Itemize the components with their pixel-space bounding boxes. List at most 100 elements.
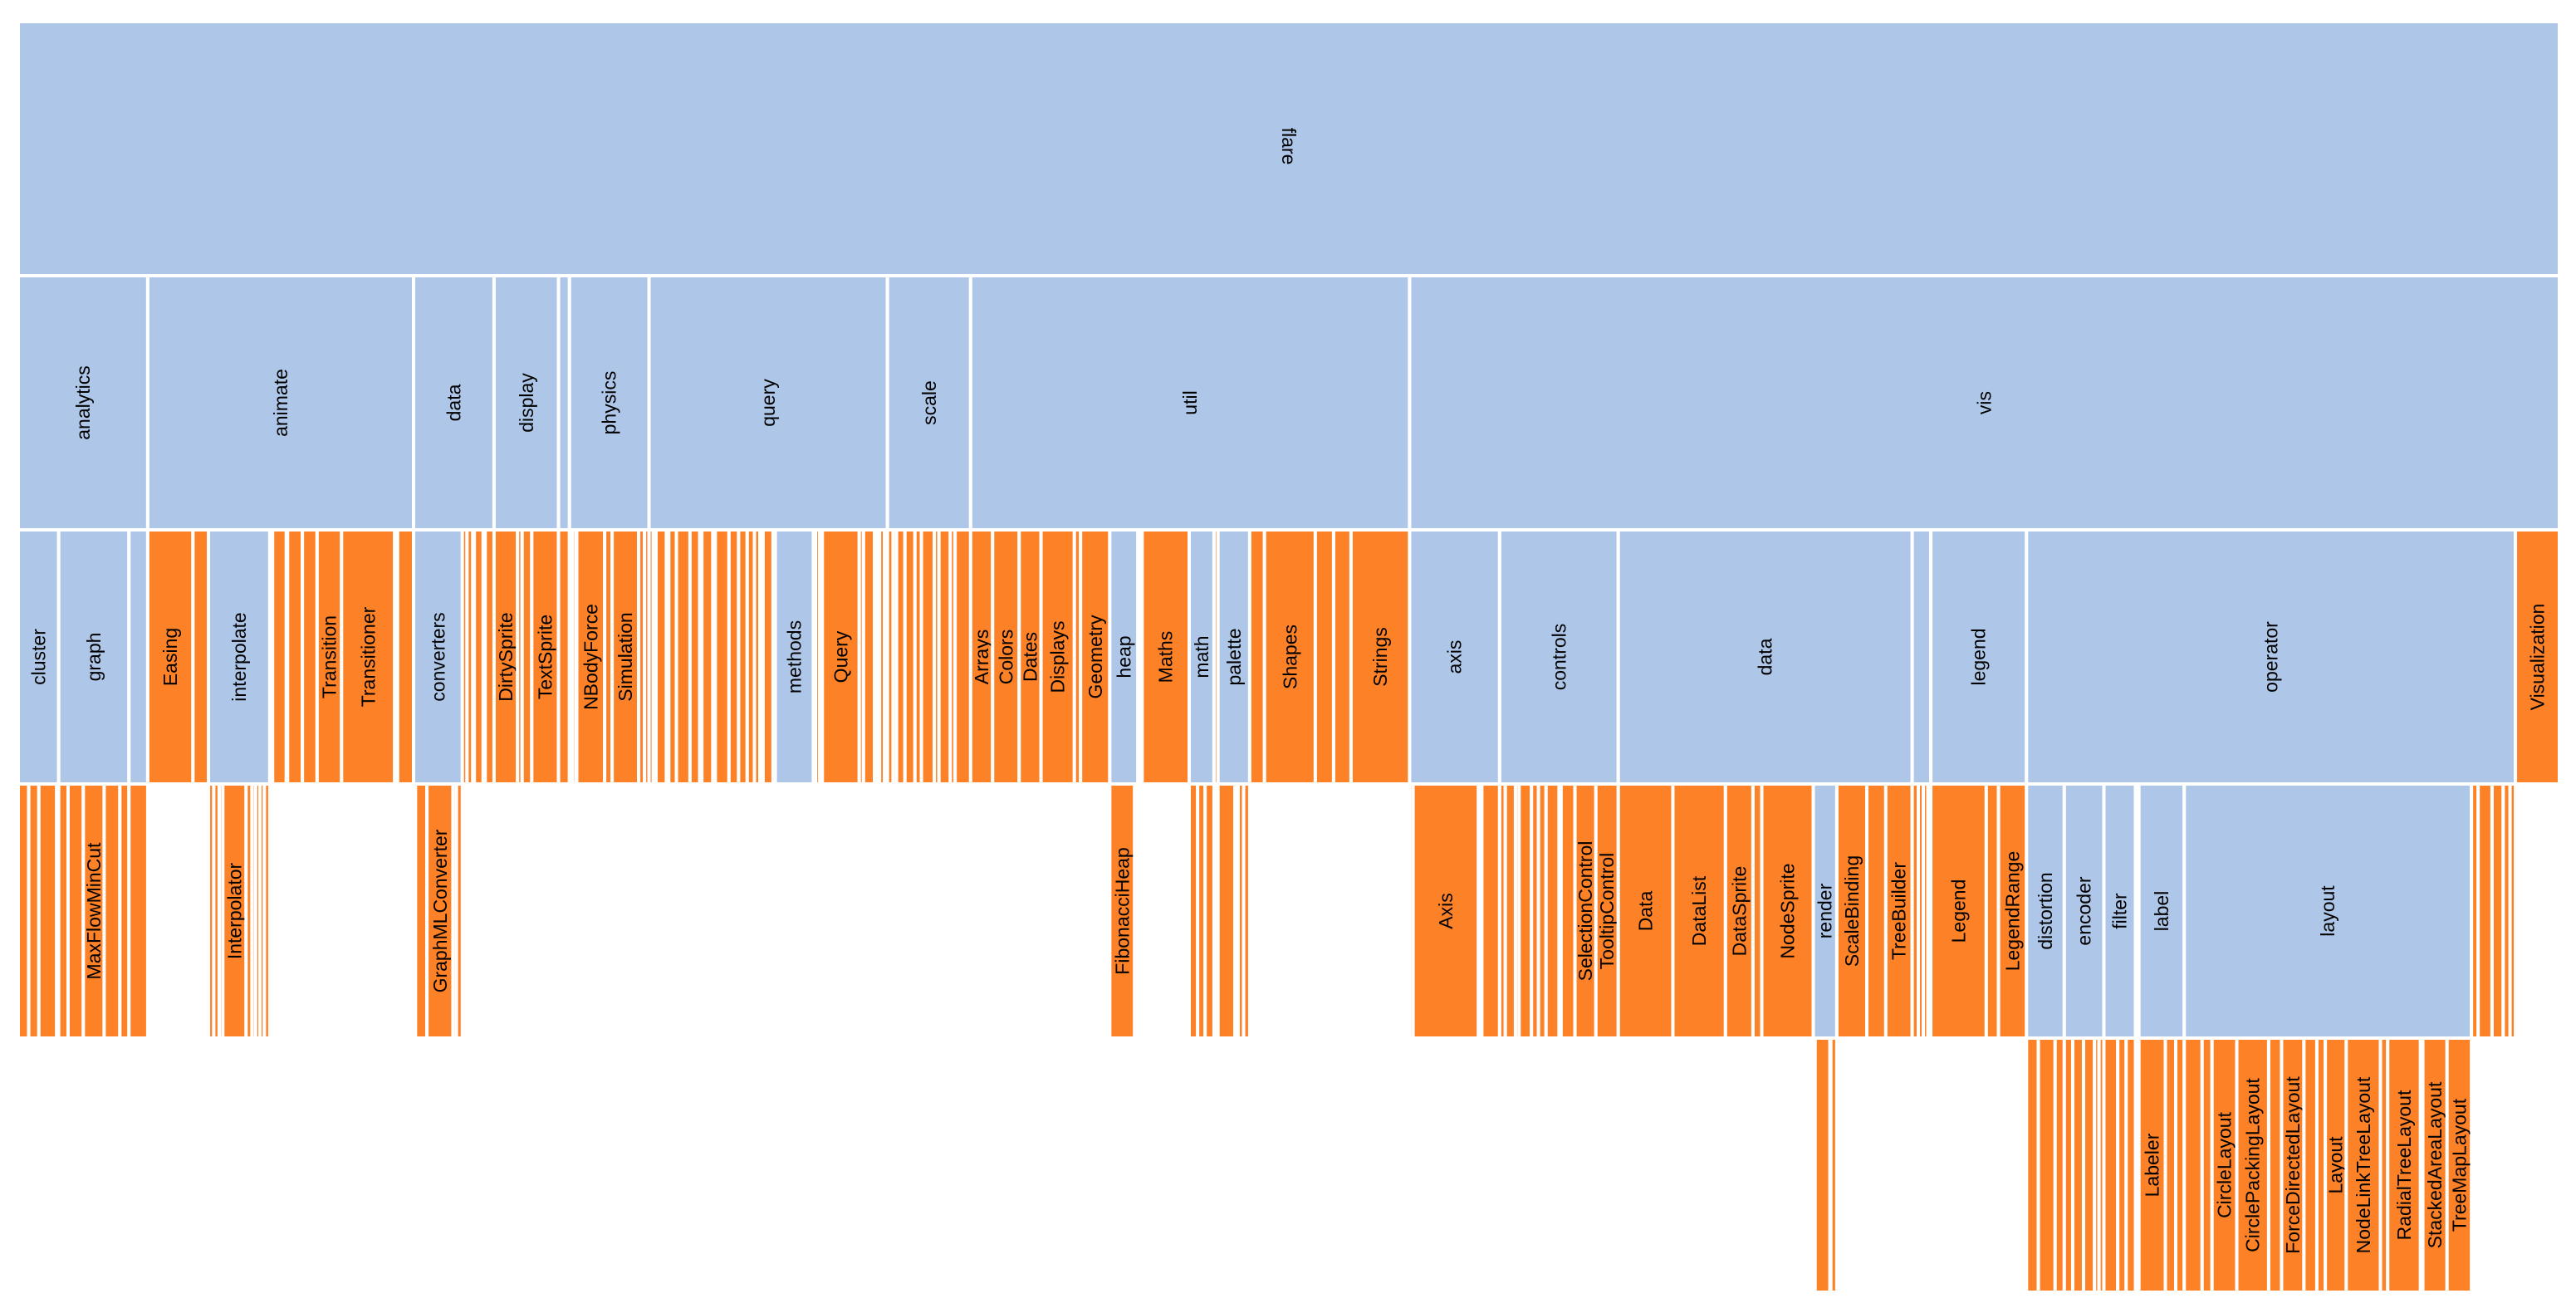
node-hovercontrol[interactable] (1544, 782, 1561, 1040)
node-tween[interactable] (395, 528, 416, 786)
node-sortoperator[interactable] (2508, 782, 2518, 1040)
node-circlepackinglayout[interactable] (2235, 1036, 2270, 1294)
node-label-shapes: Shapes (1279, 625, 1300, 689)
node-optimization[interactable] (127, 528, 149, 786)
node-stats[interactable] (1331, 528, 1353, 786)
node-fibonacciheap[interactable] (1108, 782, 1137, 1040)
node-parallel[interactable] (271, 528, 288, 786)
node-data[interactable] (412, 274, 496, 532)
node-layout[interactable] (2182, 782, 2474, 1040)
node-axislayout[interactable] (2182, 1036, 2204, 1294)
node-axis[interactable] (1411, 782, 1481, 1040)
node-label-graph: graph (83, 633, 105, 682)
node-label-geometry: Geometry (1085, 615, 1106, 698)
node-label-nodelinktreelayout: NodeLinkTreeLayout (2353, 1076, 2374, 1253)
node-linkdistance[interactable] (66, 782, 86, 1040)
node-tooltipcontrol[interactable] (1594, 782, 1620, 1040)
node-physics[interactable] (567, 274, 651, 532)
node-aspectratiobanker[interactable] (127, 782, 149, 1040)
node-icicletreelayout[interactable] (2302, 1036, 2319, 1294)
node-label-textsprite: TextSprite (534, 615, 556, 699)
node-hierarchicalcluster[interactable] (37, 782, 59, 1040)
node-delimitedtextconverter[interactable] (414, 782, 429, 1040)
node-heapnode[interactable] (1133, 782, 1140, 1040)
node-sort[interactable] (1313, 528, 1335, 786)
node-data[interactable] (1616, 782, 1675, 1040)
node-circlelayout[interactable] (2210, 1036, 2239, 1294)
node-comparison[interactable] (674, 528, 692, 786)
node-forcedirectedlayout[interactable] (2280, 1036, 2306, 1294)
node-heap[interactable] (1108, 528, 1140, 786)
node-graphmlconverter[interactable] (425, 782, 455, 1040)
node-transition[interactable] (315, 528, 344, 786)
node-interpolator[interactable] (221, 782, 248, 1040)
node-label-layout: Layout (2325, 1136, 2347, 1194)
node-colors[interactable] (991, 528, 1021, 786)
node-timescale[interactable] (953, 528, 972, 786)
node-visualization[interactable] (2514, 528, 2561, 786)
node-analytics[interactable] (17, 274, 149, 532)
node-fisheyetreefilter[interactable] (2102, 1036, 2120, 1294)
node-label-treemaplayout: TreeMapLayout (2448, 1098, 2470, 1232)
node-jsonconverter[interactable] (454, 782, 464, 1040)
node-flare[interactable] (17, 20, 2561, 277)
node-legenditem[interactable] (1984, 782, 2001, 1040)
node-quantitativescale[interactable] (919, 528, 937, 786)
node-math[interactable] (1188, 528, 1216, 786)
node-vis[interactable] (1408, 274, 2561, 532)
node-nodesprite[interactable] (1760, 782, 1815, 1040)
node-tree[interactable] (1864, 782, 1888, 1040)
node-shortestpaths[interactable] (102, 782, 122, 1040)
node-label-nodesprite: NodeSprite (1777, 863, 1799, 958)
node-transitioner[interactable] (340, 528, 397, 786)
node-sparsematrix[interactable] (1203, 782, 1216, 1040)
node-label-strings: Strings (1369, 627, 1391, 687)
node-dendrogramlayout[interactable] (2266, 1036, 2284, 1294)
node-events[interactable] (1910, 528, 1933, 786)
node-nbodyforce[interactable] (575, 528, 607, 786)
node-controls[interactable] (1497, 528, 1620, 786)
node-label-easing: Easing (159, 628, 181, 686)
node-label-circlepackinglayout: CirclePackingLayout (2242, 1078, 2264, 1252)
node-shaperenderer[interactable] (1829, 1036, 1839, 1294)
node-rectangleinterpolator[interactable] (262, 782, 272, 1040)
node-converters[interactable] (412, 528, 464, 786)
node-animate[interactable] (145, 274, 416, 532)
node-expression[interactable] (713, 528, 731, 786)
node-easing[interactable] (145, 528, 195, 786)
node-sequence[interactable] (301, 528, 319, 786)
node-util[interactable] (968, 274, 1412, 532)
node-label-encoder: encoder (2074, 876, 2095, 945)
node-colorpalette[interactable] (1216, 782, 1237, 1040)
node-axis[interactable] (1408, 528, 1501, 786)
node-edgerenderer[interactable] (1813, 1036, 1832, 1294)
node-cartesianaxes[interactable] (1480, 782, 1501, 1040)
node-datalist[interactable] (1671, 782, 1727, 1040)
node-panzoomcontrol[interactable] (1559, 782, 1577, 1040)
node-operatorsequence[interactable] (2490, 782, 2505, 1040)
node-controllist[interactable] (1517, 782, 1534, 1040)
node-treemaplayout[interactable] (2445, 1036, 2474, 1294)
node-scheduler[interactable] (286, 528, 305, 786)
node-render[interactable] (1811, 782, 1839, 1040)
node-display[interactable] (492, 274, 561, 532)
node-label-simulation: Simulation (615, 612, 636, 701)
node-query[interactable] (820, 528, 861, 786)
node-sizepalette[interactable] (1241, 782, 1251, 1040)
node-layout[interactable] (2324, 1036, 2348, 1294)
node-geometry[interactable] (1079, 528, 1112, 786)
node-operatorlist[interactable] (2476, 782, 2494, 1040)
node-legend[interactable] (1929, 782, 1988, 1040)
node-palette[interactable] (1216, 528, 1251, 786)
node-visibilityfilter[interactable] (2124, 1036, 2138, 1294)
node-query[interactable] (647, 274, 889, 532)
node-bifocaldistortion[interactable] (2025, 1036, 2040, 1294)
node-simulation[interactable] (610, 528, 641, 786)
node-scale[interactable] (937, 528, 953, 786)
node-distortion[interactable] (2036, 1036, 2057, 1294)
node-strings[interactable] (1349, 528, 1412, 786)
node-shapes[interactable] (1262, 528, 1317, 786)
node-functionsequence[interactable] (191, 528, 211, 786)
node--[interactable] (811, 782, 815, 1040)
node-property[interactable] (1247, 528, 1266, 786)
